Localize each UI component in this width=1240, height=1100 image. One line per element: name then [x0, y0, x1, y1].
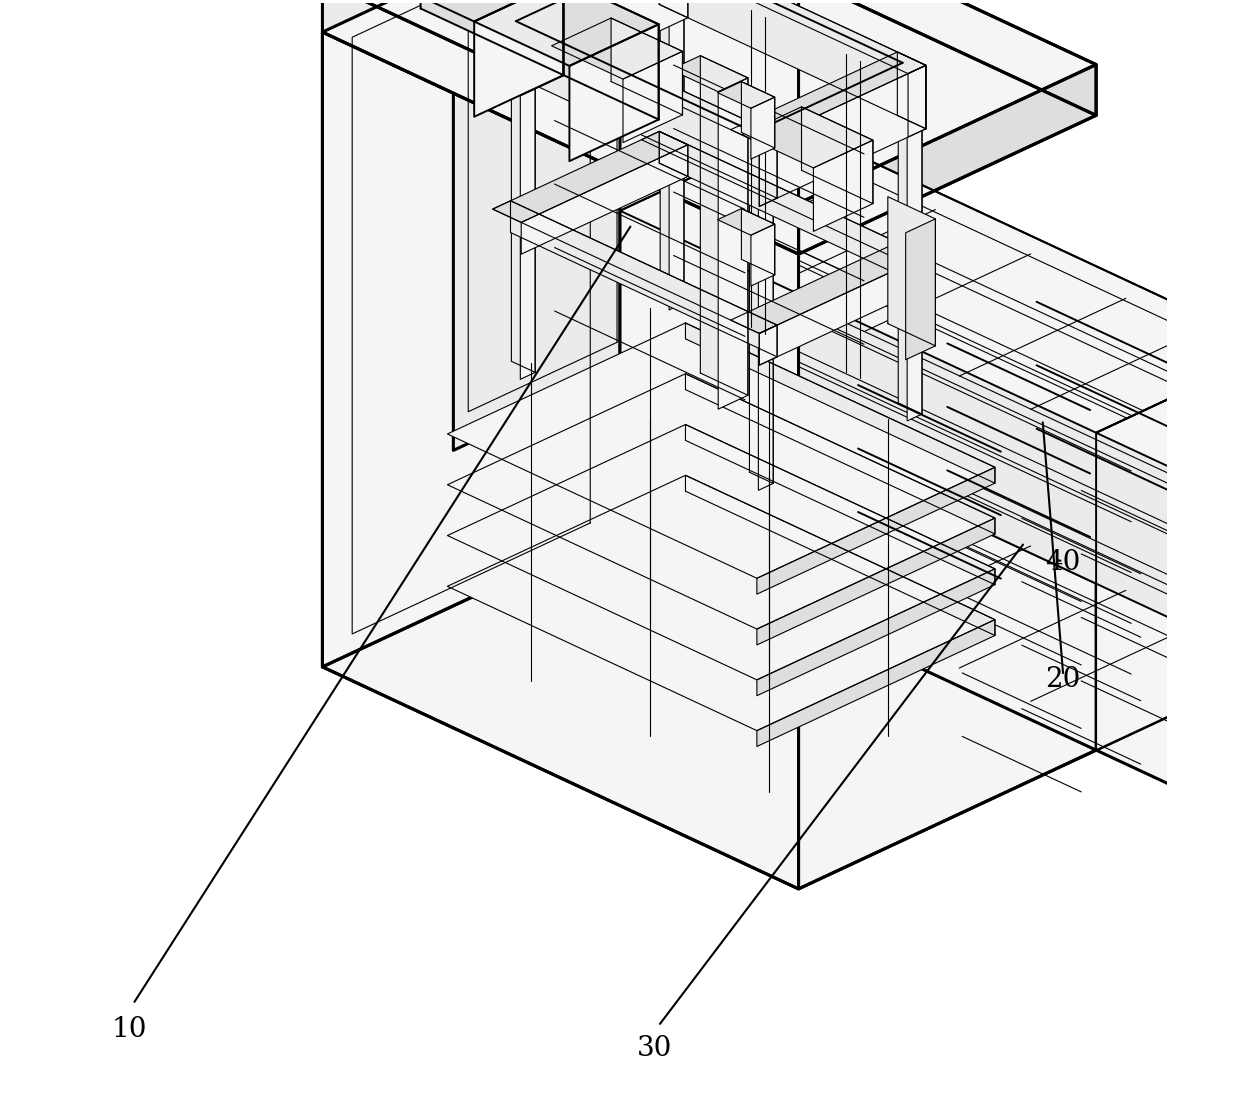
Polygon shape	[620, 444, 1240, 750]
Polygon shape	[756, 468, 994, 594]
Polygon shape	[905, 219, 935, 360]
Polygon shape	[734, 123, 774, 141]
Polygon shape	[492, 10, 777, 143]
Polygon shape	[1096, 667, 1240, 816]
Polygon shape	[730, 242, 926, 333]
Polygon shape	[322, 0, 620, 667]
Polygon shape	[671, 56, 748, 91]
Polygon shape	[322, 0, 1096, 254]
Polygon shape	[454, 0, 632, 450]
Text: 10: 10	[112, 1016, 146, 1043]
Polygon shape	[511, 201, 777, 356]
Polygon shape	[718, 209, 775, 235]
Polygon shape	[888, 197, 935, 345]
Polygon shape	[756, 569, 994, 695]
Polygon shape	[448, 374, 994, 629]
Polygon shape	[799, 432, 1096, 889]
Polygon shape	[496, 12, 536, 30]
Polygon shape	[898, 54, 923, 414]
Polygon shape	[730, 52, 926, 143]
Polygon shape	[322, 0, 799, 254]
Polygon shape	[521, 23, 536, 380]
Polygon shape	[620, 128, 1240, 432]
Polygon shape	[448, 475, 994, 730]
Polygon shape	[620, 0, 799, 528]
Polygon shape	[751, 97, 775, 160]
Polygon shape	[492, 131, 688, 222]
Polygon shape	[718, 78, 748, 409]
Polygon shape	[521, 0, 688, 96]
Polygon shape	[749, 123, 774, 483]
Text: 20: 20	[1044, 666, 1080, 693]
Polygon shape	[898, 52, 926, 129]
Polygon shape	[474, 0, 563, 117]
Polygon shape	[420, 0, 563, 75]
Polygon shape	[521, 145, 688, 254]
Polygon shape	[908, 65, 926, 138]
Polygon shape	[660, 131, 688, 176]
Polygon shape	[641, 131, 926, 264]
Polygon shape	[474, 0, 658, 66]
Polygon shape	[322, 32, 799, 889]
Text: 30: 30	[636, 1035, 672, 1062]
Polygon shape	[701, 56, 748, 395]
Polygon shape	[632, 0, 799, 444]
Polygon shape	[799, 128, 1240, 667]
Polygon shape	[448, 425, 994, 680]
Polygon shape	[660, 131, 926, 287]
Polygon shape	[492, 0, 688, 32]
Polygon shape	[813, 140, 873, 231]
Polygon shape	[1096, 350, 1240, 750]
Polygon shape	[756, 518, 994, 645]
Polygon shape	[718, 81, 775, 108]
Polygon shape	[620, 0, 1096, 116]
Polygon shape	[641, 0, 926, 74]
Polygon shape	[883, 54, 923, 72]
Polygon shape	[660, 0, 926, 129]
Polygon shape	[331, 0, 563, 22]
Polygon shape	[742, 107, 873, 168]
Polygon shape	[756, 619, 994, 747]
Polygon shape	[611, 18, 682, 114]
Polygon shape	[448, 323, 994, 579]
Polygon shape	[670, 0, 684, 310]
Polygon shape	[622, 52, 682, 143]
Polygon shape	[454, 367, 799, 528]
Text: 40: 40	[1044, 549, 1080, 575]
Polygon shape	[660, 0, 688, 18]
Polygon shape	[898, 242, 926, 287]
Polygon shape	[563, 0, 658, 120]
Polygon shape	[511, 10, 777, 198]
Polygon shape	[742, 209, 775, 275]
Polygon shape	[759, 65, 926, 207]
Polygon shape	[799, 65, 1096, 254]
Polygon shape	[686, 323, 994, 483]
Polygon shape	[686, 425, 994, 585]
Polygon shape	[908, 65, 923, 421]
Polygon shape	[322, 0, 1096, 204]
Polygon shape	[759, 134, 774, 491]
Polygon shape	[620, 128, 799, 528]
Polygon shape	[686, 475, 994, 636]
Polygon shape	[492, 201, 777, 333]
Polygon shape	[908, 255, 926, 296]
Polygon shape	[569, 24, 658, 161]
Polygon shape	[742, 81, 775, 147]
Polygon shape	[552, 18, 682, 79]
Polygon shape	[801, 107, 873, 204]
Polygon shape	[660, 0, 684, 302]
Polygon shape	[322, 528, 1096, 889]
Polygon shape	[686, 374, 994, 534]
Polygon shape	[1096, 350, 1240, 499]
Polygon shape	[511, 12, 536, 373]
Polygon shape	[751, 224, 775, 286]
Polygon shape	[759, 326, 777, 365]
Polygon shape	[759, 134, 777, 207]
Polygon shape	[1096, 350, 1240, 750]
Polygon shape	[759, 255, 926, 365]
